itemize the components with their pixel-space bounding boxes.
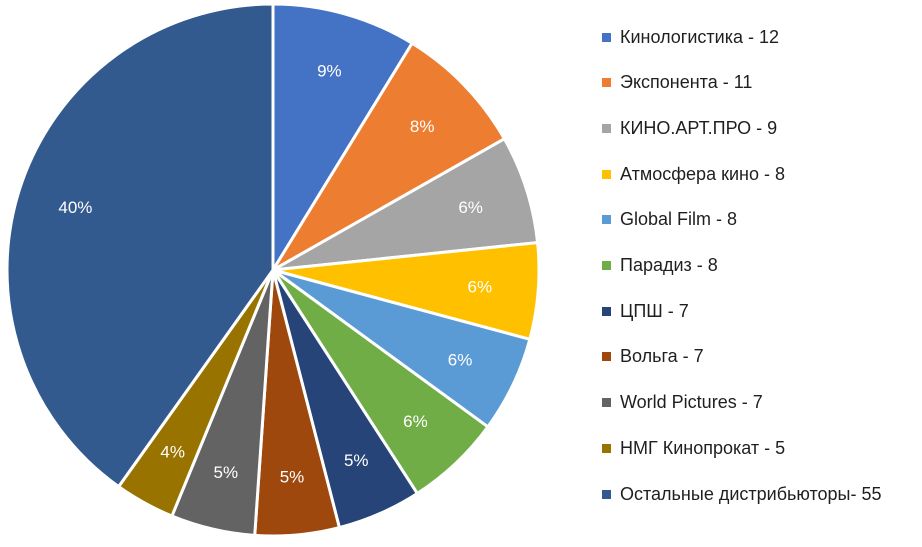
- legend-swatch: [602, 398, 611, 408]
- legend-label: Вольга - 7: [620, 346, 704, 367]
- slice-percent-label: 9%: [317, 61, 342, 80]
- legend-swatch: [602, 32, 611, 42]
- legend-item: Кинологистика - 12: [602, 26, 779, 48]
- slice-percent-label: 8%: [410, 117, 435, 136]
- legend-label: Атмосфера кино - 8: [620, 163, 785, 184]
- pie-slice: [271, 137, 540, 272]
- legend-item: Global Film - 8: [602, 209, 737, 231]
- pie-slice: [271, 2, 414, 272]
- legend-label: World Pictures - 7: [620, 392, 763, 413]
- pie-slice: [5, 2, 275, 489]
- slice-percent-label: 5%: [214, 463, 239, 482]
- pie-slice: [271, 41, 506, 272]
- legend-label: Остальные дистрибьюторы- 55: [620, 483, 882, 504]
- legend-label: ЦПШ - 7: [620, 300, 689, 321]
- legend-label: Кинологистика - 12: [620, 26, 780, 47]
- slice-percent-label: 6%: [468, 278, 493, 297]
- slice-percent-label: 6%: [403, 412, 428, 431]
- legend-label: НМГ Кинопрокат - 5: [620, 437, 786, 458]
- legend-swatch: [602, 169, 611, 179]
- slice-percent-label: 6%: [448, 351, 473, 370]
- slice-percent-label: 40%: [58, 198, 92, 217]
- slice-percent-label: 4%: [160, 443, 185, 462]
- legend-swatch: [602, 78, 611, 88]
- legend-item: Экспонента - 11: [602, 72, 752, 94]
- legend-swatch: [602, 443, 611, 453]
- legend-item: КИНО.АРТ.ПРО - 9: [602, 117, 777, 139]
- legend-label: КИНО.АРТ.ПРО - 9: [620, 117, 778, 138]
- slice-percent-label: 6%: [458, 198, 483, 217]
- legend-swatch: [602, 352, 611, 362]
- legend-item: ЦПШ - 7: [602, 300, 689, 322]
- legend-item: НМГ Кинопрокат - 5: [602, 437, 785, 459]
- legend-label: Global Film - 8: [620, 209, 738, 230]
- legend-item: Атмосфера кино - 8: [602, 163, 785, 185]
- legend-swatch: [602, 215, 611, 225]
- legend-label: Экспонента - 11: [620, 72, 753, 93]
- legend-label: Парадиз - 8: [620, 255, 718, 275]
- legend-swatch: [602, 306, 611, 316]
- legend-item: Парадиз - 8: [602, 255, 718, 277]
- legend-swatch: [602, 489, 611, 499]
- slice-percent-label: 5%: [344, 451, 369, 470]
- legend-item: Вольга - 7: [602, 346, 704, 368]
- legend-swatch: [602, 123, 611, 133]
- slice-percent-label: 5%: [280, 468, 305, 487]
- legend-item: Остальные дистрибьюторы- 55: [602, 483, 882, 505]
- legend-swatch: [602, 261, 611, 270]
- legend-item: World Pictures - 7: [602, 392, 763, 414]
